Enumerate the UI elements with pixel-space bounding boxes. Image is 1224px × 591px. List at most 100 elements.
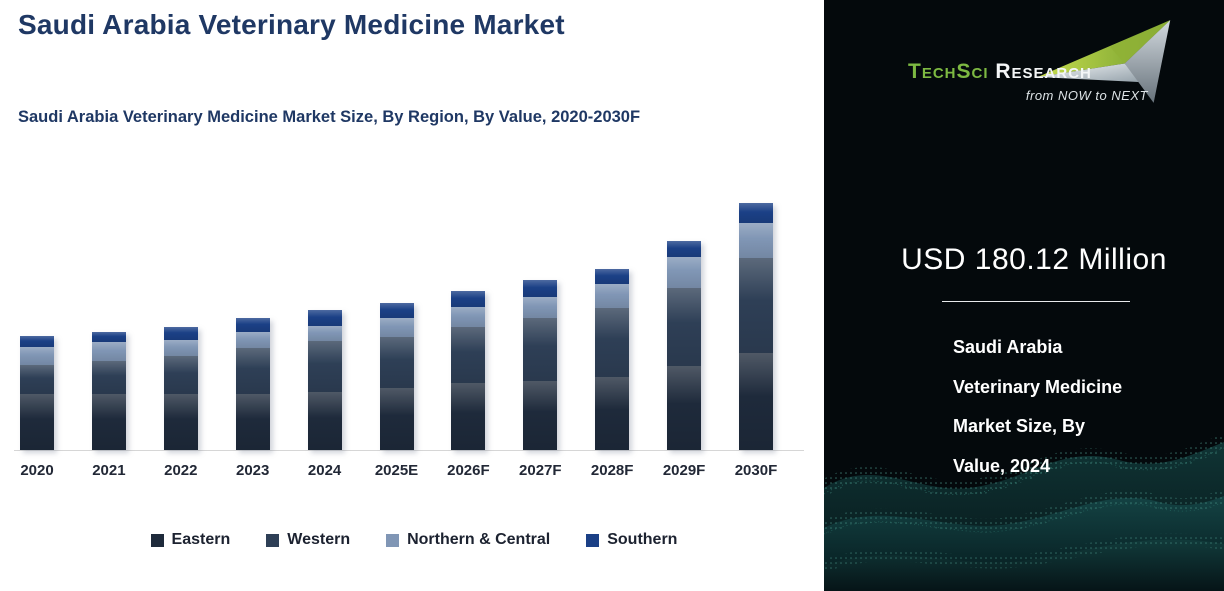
brand-tagline: from NOW to NEXT [1025, 88, 1148, 103]
bar-segment-southern [307, 310, 342, 326]
x-axis-label-2025E: 2025E [374, 462, 419, 479]
brand-panel: TechSci Research from NOW to NEXT USD 18… [824, 0, 1224, 591]
bar-2023 [235, 317, 270, 450]
bar-segment-southern [739, 202, 773, 224]
bar-segment-northern-central [451, 306, 486, 328]
bar-segment-northern-central [91, 342, 126, 361]
x-axis-label-2020: 2020 [20, 462, 54, 479]
bar-segment-northern-central [163, 339, 198, 356]
legend-label: Western [287, 531, 351, 548]
brand-primary-text: TechSci [908, 60, 989, 83]
bar-segment-eastern [20, 393, 54, 450]
legend-item-southern: Southern [586, 531, 677, 549]
techsci-logo: TechSci Research from NOW to NEXT [900, 8, 1200, 113]
x-axis-label-2023: 2023 [236, 462, 270, 479]
bar-segment-western [739, 258, 773, 353]
chart-xlabels: 2020 2021 2022 2023 2024 2025E 2026F 2027F 2028F… [14, 462, 804, 484]
bar-segment-eastern [451, 383, 486, 450]
chart-section: Saudi Arabia Veterinary Medicine Market … [14, 9, 814, 549]
bar-segment-northern-central [307, 325, 342, 342]
bar-2027F [523, 280, 558, 450]
legend-swatch-icon [150, 533, 164, 547]
bar-segment-southern [91, 332, 126, 343]
caption-line-1: Saudi Arabia [953, 337, 1063, 357]
chart-subtitle: Saudi Arabia Veterinary Medicine Market … [18, 108, 641, 126]
bar-segment-western [307, 341, 342, 392]
bar-segment-southern [523, 280, 558, 297]
bar-segment-eastern [595, 377, 630, 450]
legend-swatch-icon [586, 533, 600, 547]
bar-segment-southern [163, 327, 198, 340]
legend-label: Southern [607, 531, 678, 548]
chart-plot [14, 180, 804, 451]
arrow-swoosh-icon [1037, 20, 1171, 103]
bar-segment-western [379, 337, 414, 389]
bar-segment-eastern [235, 394, 270, 450]
bar-segment-western [163, 355, 198, 394]
bar-segment-eastern [379, 388, 414, 450]
chart-legend: Eastern Western Northern & Central Southern [14, 531, 814, 549]
bar-segment-southern [451, 291, 486, 307]
bar-segment-northern-central [595, 283, 630, 308]
x-axis-label-2026F: 2026F [447, 462, 490, 479]
x-axis-label-2030F: 2030F [734, 462, 778, 479]
legend-item-western: Western [266, 531, 350, 549]
divider-line [942, 301, 1130, 302]
brand-wordmark: TechSci Research [908, 60, 1092, 84]
bar-segment-eastern [523, 381, 558, 450]
bar-segment-western [595, 307, 630, 377]
bar-segment-southern [20, 335, 54, 348]
bar-2021 [91, 332, 126, 450]
page-title: Saudi Arabia Veterinary Medicine Market [18, 9, 565, 40]
bar-2024 [307, 310, 342, 450]
caption-line-3: Market Size, By [953, 416, 1086, 436]
bar-segment-northern-central [379, 317, 414, 338]
bar-2030F [739, 202, 773, 450]
bar-2020 [20, 335, 54, 450]
x-axis-label-2024: 2024 [307, 462, 342, 479]
x-axis-label-2027F: 2027F [519, 462, 562, 479]
bar-segment-northern-central [739, 223, 773, 259]
bar-segment-eastern [307, 391, 342, 450]
legend-swatch-icon [386, 533, 400, 547]
bar-segment-southern [595, 269, 630, 284]
legend-item-northern-central: Northern & Central [386, 531, 550, 549]
legend-label: Eastern [171, 531, 231, 548]
bar-segment-eastern [739, 352, 773, 450]
bar-segment-western [91, 360, 126, 395]
bar-segment-eastern [163, 393, 198, 450]
bar-segment-northern-central [667, 256, 702, 289]
bar-segment-western [235, 348, 270, 395]
brand-secondary-text: Research [995, 60, 1092, 83]
bar-segment-southern [379, 302, 414, 318]
legend-item-eastern: Eastern [150, 531, 231, 549]
bar-segment-eastern [667, 365, 702, 450]
legend-label: Northern & Central [407, 531, 551, 548]
bar-segment-eastern [91, 394, 126, 450]
bar-segment-northern-central [523, 296, 558, 319]
caption-line-4: Value, 2024 [953, 455, 1051, 476]
caption-line-2: Veterinary Medicine [953, 376, 1123, 397]
bar-segment-western [523, 318, 558, 381]
bar-2025E [379, 302, 414, 450]
bar-2022 [163, 327, 198, 450]
x-axis-label-2029F: 2029F [662, 462, 706, 479]
market-value-headline: USD 180.12 Million [901, 243, 1167, 276]
bar-segment-western [20, 364, 54, 394]
bar-segment-western [667, 288, 702, 366]
x-axis-label-2028F: 2028F [590, 462, 634, 479]
bar-segment-northern-central [20, 347, 54, 365]
bar-2026F [451, 291, 486, 450]
x-axis-line [14, 450, 804, 451]
x-axis-label-2022: 2022 [164, 462, 198, 479]
bar-2029F [667, 240, 702, 450]
market-value-caption: Saudi Arabia Veterinary Medicine Market Si… [953, 328, 1193, 486]
bar-2028F [595, 269, 630, 450]
bar-segment-southern [235, 317, 270, 333]
bar-segment-northern-central [235, 332, 270, 349]
wave-pattern-decoration [824, 434, 1224, 591]
x-axis-label-2021: 2021 [92, 462, 126, 479]
bar-segment-southern [667, 240, 702, 257]
bar-segment-western [451, 327, 486, 384]
